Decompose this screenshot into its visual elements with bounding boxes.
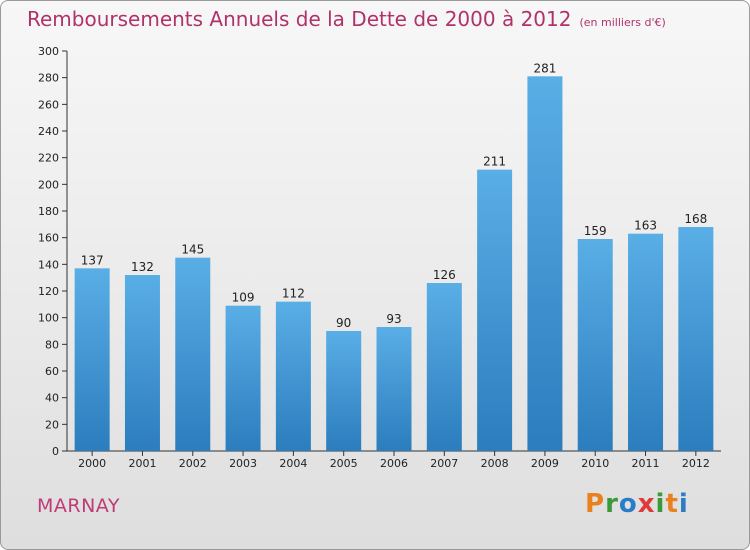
data-label: 109	[232, 291, 255, 305]
x-tick-label: 2000	[78, 457, 106, 470]
bar	[275, 301, 311, 451]
logo-letter: o	[618, 489, 638, 519]
bar	[678, 227, 714, 451]
x-tick-label: 2008	[481, 457, 509, 470]
data-label: 126	[433, 268, 456, 282]
data-label: 281	[533, 61, 556, 75]
x-tick-label: 2003	[229, 457, 257, 470]
x-tick-label: 2001	[128, 457, 156, 470]
logo-letter: t	[665, 489, 679, 519]
y-tick-label: 260	[38, 98, 59, 111]
y-tick-label: 280	[38, 72, 59, 85]
y-tick-label: 200	[38, 178, 59, 191]
y-tick-label: 240	[38, 125, 59, 138]
data-label: 163	[634, 219, 657, 233]
bar	[376, 327, 412, 451]
y-tick-label: 20	[45, 418, 59, 431]
y-tick-label: 80	[45, 338, 59, 351]
y-tick-label: 60	[45, 365, 59, 378]
chart-title: Remboursements Annuels de la Dette de 20…	[27, 7, 666, 31]
proxiti-logo: Proxiti	[585, 489, 689, 519]
x-tick-label: 2009	[531, 457, 559, 470]
y-tick-label: 120	[38, 285, 59, 298]
data-label: 93	[386, 312, 401, 326]
y-tick-label: 180	[38, 205, 59, 218]
data-label: 159	[584, 224, 607, 238]
y-tick-label: 0	[52, 445, 59, 458]
logo-letter: i	[678, 489, 689, 519]
logo-letter: i	[655, 489, 666, 519]
bar	[74, 268, 110, 451]
x-tick-label: 2002	[179, 457, 207, 470]
y-tick-label: 220	[38, 152, 59, 165]
place-name: MARNAY	[37, 495, 120, 517]
x-tick-label: 2004	[279, 457, 307, 470]
data-label: 168	[684, 212, 707, 226]
data-label: 112	[282, 287, 305, 301]
x-tick-label: 2012	[682, 457, 710, 470]
x-tick-label: 2010	[581, 457, 609, 470]
x-tick-label: 2007	[430, 457, 458, 470]
bar	[326, 331, 362, 451]
x-tick-label: 2011	[632, 457, 660, 470]
x-tick-label: 2005	[330, 457, 358, 470]
data-label: 137	[81, 253, 104, 267]
chart-title-text: Remboursements Annuels de la Dette de 20…	[27, 7, 572, 31]
bar	[577, 239, 613, 451]
data-label: 132	[131, 260, 154, 274]
y-tick-label: 140	[38, 258, 59, 271]
logo-letter: P	[585, 489, 606, 519]
y-tick-label: 160	[38, 232, 59, 245]
data-label: 90	[336, 316, 351, 330]
bar	[426, 283, 462, 451]
y-tick-label: 40	[45, 392, 59, 405]
data-label: 145	[181, 243, 204, 257]
logo-letter: x	[637, 489, 656, 519]
bar	[527, 76, 563, 451]
chart-unit: (en milliers d'€)	[579, 16, 666, 29]
bar	[477, 169, 513, 451]
x-tick-label: 2006	[380, 457, 408, 470]
bar	[124, 275, 160, 451]
y-tick-label: 300	[38, 45, 59, 58]
bar	[175, 257, 211, 451]
bar	[628, 233, 664, 451]
data-label: 211	[483, 155, 506, 169]
y-tick-label: 100	[38, 312, 59, 325]
logo-letter: r	[605, 489, 619, 519]
bar	[225, 305, 261, 451]
